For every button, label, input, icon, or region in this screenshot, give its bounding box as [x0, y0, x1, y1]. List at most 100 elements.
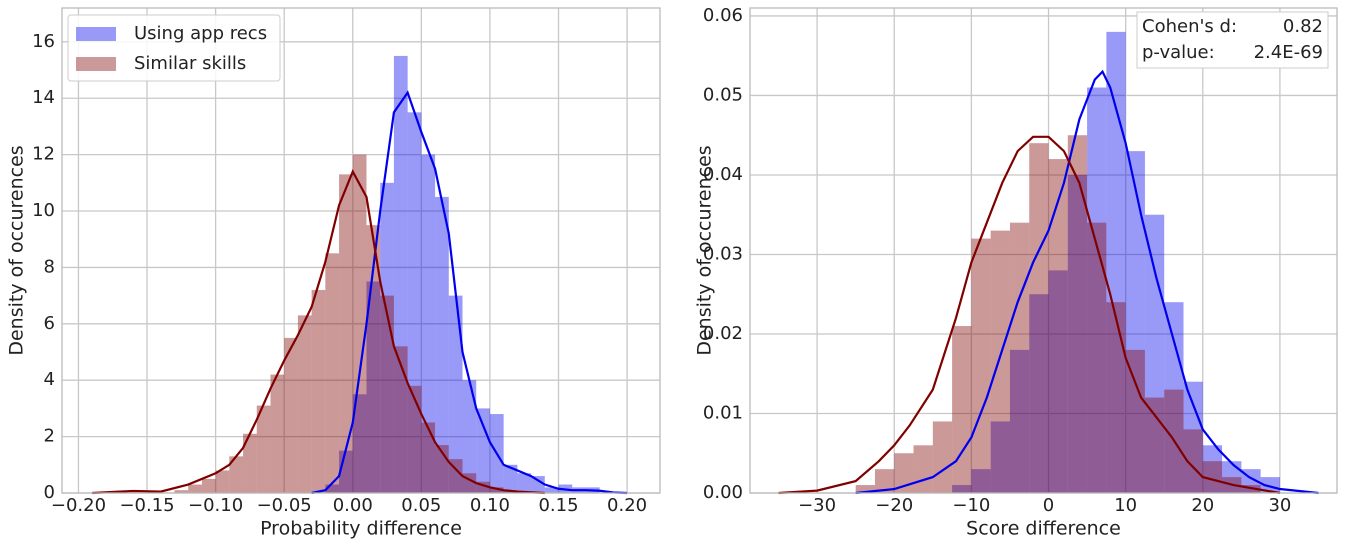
- x-tick-label: −20: [875, 495, 913, 516]
- x-tick-label: 0.00: [333, 495, 373, 516]
- hist-bar: [270, 374, 285, 493]
- hist-bar: [325, 253, 340, 493]
- hist-bar: [366, 281, 381, 493]
- annotation-box: [1136, 11, 1329, 69]
- legend-swatch: [76, 27, 116, 41]
- y-tick-label: 0.04: [703, 164, 743, 185]
- hist-bar: [932, 421, 953, 493]
- y-tick-label: 0.05: [703, 84, 743, 105]
- hist-bar: [855, 485, 875, 493]
- x-tick-label: −10: [952, 495, 990, 516]
- hist-bar: [435, 196, 449, 493]
- kde-line: [92, 168, 545, 495]
- hist-bar: [448, 459, 463, 493]
- y-axis-label: Density of occurences: [6, 145, 28, 355]
- hist-bar: [380, 182, 394, 494]
- x-tick-label: −0.20: [51, 495, 106, 516]
- hist-bar: [421, 422, 436, 493]
- x-tick-label: 0.15: [538, 495, 578, 516]
- hist-bar: [393, 55, 408, 494]
- hist-bar: [476, 481, 490, 493]
- hist-bar: [1106, 31, 1126, 494]
- hist-bar: [462, 380, 477, 493]
- y-tick-label: 0.00: [703, 482, 743, 503]
- y-axis-label: Density of occurences: [694, 145, 716, 355]
- hist-bar: [229, 456, 244, 493]
- x-tick-label: 30: [1268, 495, 1291, 516]
- hist-bar: [1067, 135, 1088, 493]
- hist-bar: [971, 238, 991, 493]
- hist-bar: [407, 385, 422, 493]
- y-tick-label: 8: [44, 256, 55, 277]
- hist-bar: [174, 490, 189, 493]
- hist-bar: [1009, 222, 1030, 494]
- hist-bar: [1029, 294, 1049, 493]
- x-tick-label: 20: [1191, 495, 1214, 516]
- hist-bar: [339, 174, 353, 493]
- kde-line: [855, 69, 1319, 495]
- hist-bar: [990, 230, 1010, 493]
- x-tick-label: −0.05: [257, 495, 312, 516]
- hist-bar: [544, 487, 559, 493]
- hist-bar: [352, 154, 367, 493]
- x-tick-label: 0.05: [401, 495, 441, 516]
- x-tick-label: −0.15: [119, 495, 174, 516]
- kde-line: [311, 90, 628, 495]
- hist-bar: [1029, 143, 1049, 493]
- hist-bar: [1202, 461, 1223, 493]
- hist-bar: [952, 485, 972, 493]
- hist-bar: [503, 464, 518, 493]
- hist-bar: [380, 295, 394, 493]
- kde-line: [778, 135, 1281, 495]
- hist-bar: [407, 112, 422, 494]
- y-tick-label: 0: [44, 482, 55, 503]
- hist-bar: [1087, 87, 1107, 494]
- hist-bar: [894, 453, 914, 493]
- hist-bar: [188, 484, 202, 493]
- hist-bar: [1164, 302, 1184, 493]
- hist-bar: [243, 433, 257, 493]
- hist-bar: [489, 487, 504, 493]
- legend-label: Using app recs: [134, 23, 267, 44]
- hist-bar: [297, 315, 312, 493]
- annotation: Cohen's d: 0.82 p-value: 2.4E-69: [1136, 11, 1329, 69]
- axes-frame: [749, 7, 1338, 494]
- hist-bar: [913, 445, 933, 493]
- x-tick-label: 0: [1043, 495, 1054, 516]
- hist-bar: [971, 469, 991, 493]
- hist-bar: [990, 421, 1010, 493]
- y-tick-label: 12: [32, 144, 55, 165]
- hist-bar: [1067, 174, 1088, 493]
- hist-bar: [476, 408, 490, 493]
- hist-bar: [1009, 349, 1030, 493]
- x-tick-label: 10: [1114, 495, 1137, 516]
- hist-bar: [201, 478, 216, 493]
- hist-bar: [256, 405, 271, 493]
- annotation-label: Cohen's d:: [1142, 16, 1237, 37]
- hist-bar: [448, 295, 463, 493]
- hist-bar: [1048, 159, 1068, 494]
- hist-bar: [531, 476, 545, 493]
- hist-bar: [311, 289, 326, 493]
- hist-bar: [421, 154, 436, 493]
- y-tick-label: 4: [44, 369, 55, 390]
- hist-bar: [1144, 214, 1165, 493]
- hist-bar: [325, 484, 340, 493]
- hist-bar: [1048, 270, 1068, 493]
- hist-bar: [284, 337, 298, 493]
- legend: Using app recs Similar skills: [67, 14, 281, 82]
- legend-box: [67, 14, 281, 82]
- y-tick-label: 10: [32, 200, 55, 221]
- annotation-value: 2.4E-69: [1254, 42, 1323, 63]
- y-tick-label: 14: [32, 87, 55, 108]
- axes-frame: [61, 7, 661, 494]
- annotation-label: p-value:: [1142, 42, 1215, 63]
- hist-bar: [1087, 222, 1107, 494]
- legend-swatch: [76, 57, 116, 71]
- legend-label: Similar skills: [134, 53, 246, 74]
- hist-bar: [1125, 349, 1145, 493]
- y-tick-label: 16: [32, 31, 55, 52]
- hist-bar: [215, 470, 230, 493]
